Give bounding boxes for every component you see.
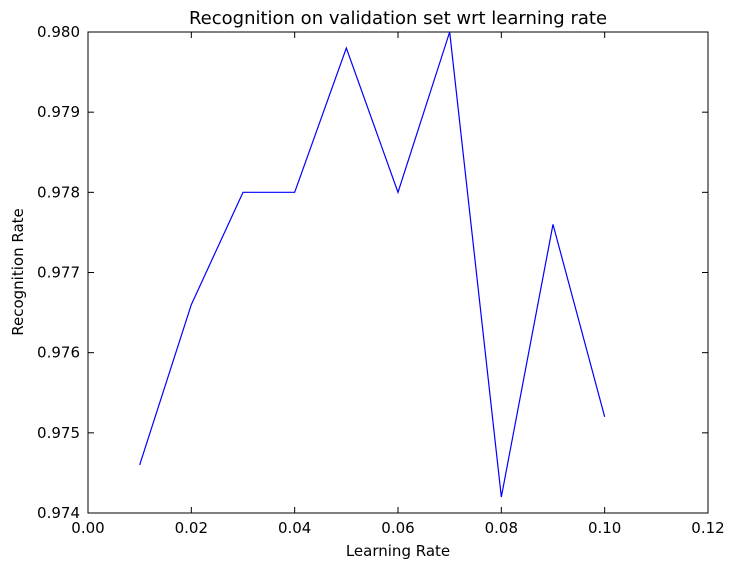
x-axis-ticks: 0.00 0.02 0.04 0.06 0.08 0.10 0.12 — [71, 32, 725, 537]
x-tick-label: 0.06 — [381, 519, 414, 537]
chart-title: Recognition on validation set wrt learni… — [189, 8, 607, 29]
y-tick-label: 0.977 — [37, 264, 80, 282]
y-tick-label: 0.975 — [37, 424, 80, 442]
x-tick-label: 0.00 — [71, 519, 104, 537]
x-axis-label: Learning Rate — [346, 542, 450, 560]
y-tick-label: 0.974 — [37, 504, 80, 522]
y-tick-label: 0.976 — [37, 344, 80, 362]
series-line — [139, 31, 606, 498]
plot-frame — [87, 31, 709, 514]
y-tick-label: 0.978 — [37, 183, 80, 201]
y-axis-label: Recognition Rate — [9, 208, 27, 336]
y-axis-ticks: 0.974 0.975 0.976 0.977 0.978 0.979 0.980 — [37, 23, 708, 522]
x-tick-label: 0.12 — [691, 519, 724, 537]
x-tick-label: 0.02 — [175, 519, 208, 537]
x-tick-label: 0.10 — [588, 519, 621, 537]
x-tick-label: 0.04 — [278, 519, 311, 537]
y-tick-label: 0.979 — [37, 103, 80, 121]
y-tick-label: 0.980 — [37, 23, 80, 41]
series-layer — [139, 31, 606, 498]
x-tick-label: 0.08 — [485, 519, 518, 537]
